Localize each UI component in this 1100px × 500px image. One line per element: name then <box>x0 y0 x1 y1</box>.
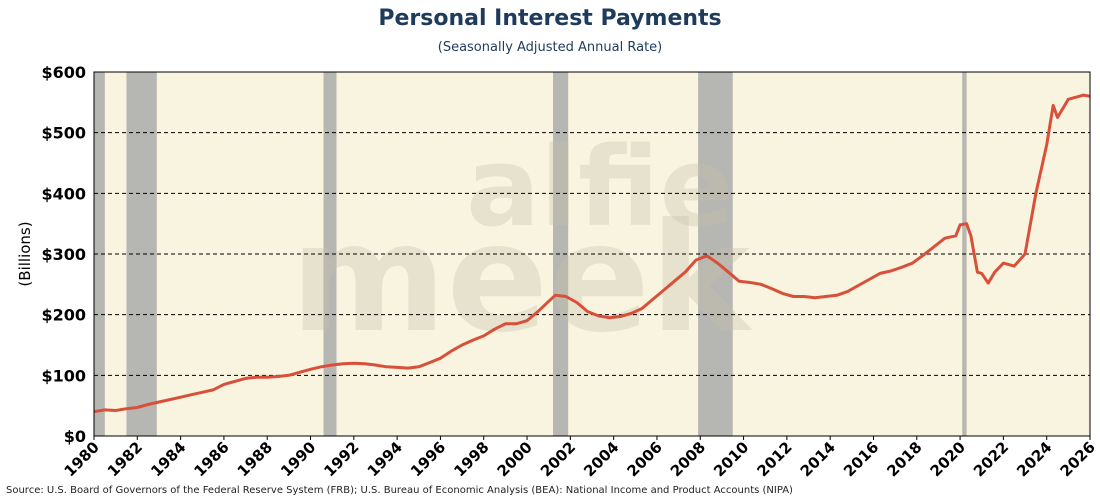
x-tick-label: 1990 <box>277 438 319 480</box>
series-line <box>93 93 1091 414</box>
chart-subtitle: (Seasonally Adjusted Annual Rate) <box>437 40 663 55</box>
x-tick-label: 1998 <box>450 438 492 480</box>
x-tick-label: 2022 <box>970 438 1012 480</box>
x-tick-label: 1982 <box>104 438 146 480</box>
recession-band-3 <box>553 72 569 436</box>
x-tick-label: 2012 <box>753 438 795 480</box>
x-axis-ticks: 1980 1982 1984 1986 1988 1990 1992 1994 1996 1998… <box>61 436 1099 480</box>
x-tick-label: 1988 <box>234 438 276 480</box>
plot-border <box>93 71 1091 437</box>
x-tick-label: 2014 <box>797 438 839 480</box>
x-tick-label: 2024 <box>1013 438 1055 480</box>
recession-band-0 <box>94 72 105 436</box>
y-tick-label: $300 <box>41 245 86 264</box>
x-tick-label: 2006 <box>624 438 666 480</box>
x-tick-label: 1996 <box>407 438 449 480</box>
x-tick-label: 2004 <box>580 438 622 480</box>
x-tick-label: 2008 <box>667 438 709 480</box>
x-tick-label: 2020 <box>927 438 969 480</box>
x-tick-label: 2010 <box>710 438 752 480</box>
x-tick-label: 1984 <box>147 438 189 480</box>
y-tick-label: $600 <box>41 63 86 82</box>
y-axis-label: (Billions) <box>16 221 34 286</box>
x-tick-label: 2002 <box>537 438 579 480</box>
y-tick-label: $0 <box>64 427 86 446</box>
watermark-line-1: alfie <box>466 123 734 251</box>
x-tick-label: 2016 <box>840 438 882 480</box>
y-axis-ticks: $0 $100 $200 $300 $400 $500 $600 <box>41 63 86 446</box>
source-note: Source: U.S. Board of Governors of the F… <box>6 485 793 496</box>
x-tick-label: 2026 <box>1057 438 1099 480</box>
chart-title: Personal Interest Payments <box>378 6 722 31</box>
x-tick-label: 2018 <box>883 438 925 480</box>
y-tick-label: $100 <box>41 366 86 385</box>
x-tick-label: 1992 <box>320 438 362 480</box>
y-tick-label: $200 <box>41 306 86 325</box>
watermark-line-2: meek <box>290 192 753 366</box>
y-tick-label: $500 <box>41 124 86 143</box>
x-tick-label: 1986 <box>190 438 232 480</box>
y-tick-label: $400 <box>41 184 86 203</box>
x-tick-label: 1994 <box>364 438 406 480</box>
x-tick-label: 2000 <box>494 438 536 480</box>
watermark: alfie meek <box>290 123 753 366</box>
recession-band-2 <box>323 72 337 436</box>
